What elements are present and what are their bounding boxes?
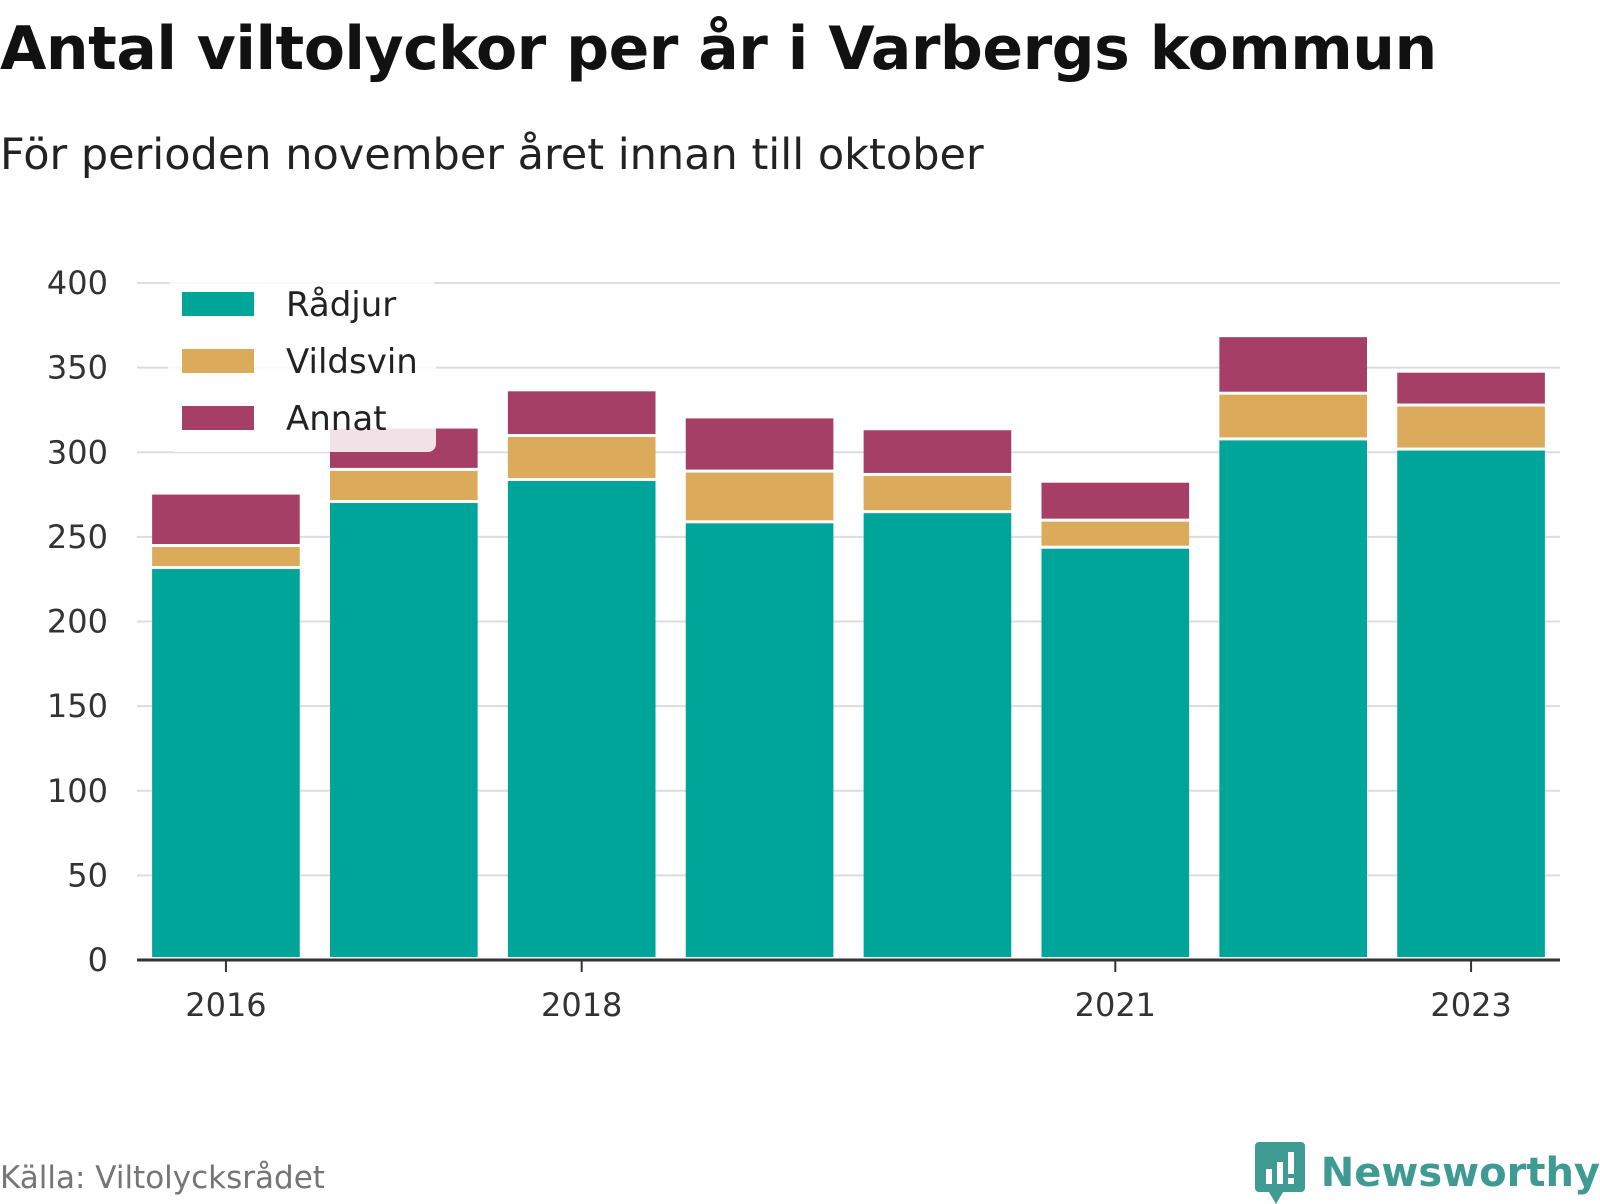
x-tick-label: 2018 (541, 986, 622, 1024)
brand-logo: Newsworthy (1254, 1142, 1600, 1204)
bar-segment (863, 513, 1012, 957)
bar-segment (1397, 450, 1545, 957)
legend: Rådjur Vildsvin Annat (168, 280, 436, 452)
y-tick-label: 150 (47, 687, 108, 725)
y-tick-label: 50 (67, 856, 108, 894)
y-tick-label: 300 (47, 433, 108, 471)
x-tick-label: 2021 (1075, 986, 1156, 1024)
bar-segment (863, 475, 1012, 511)
bar-segment (329, 470, 478, 501)
x-axis: 2016 2018 2021 2023 (137, 958, 1560, 1024)
bar-segment (507, 391, 656, 435)
bar-segment (1397, 372, 1545, 404)
bar-segment (685, 418, 834, 470)
legend-label: Vildsvin (286, 342, 418, 382)
bars (152, 337, 1545, 958)
bar-segment (329, 503, 478, 957)
y-tick-label: 250 (47, 518, 108, 556)
y-tick-label: 0 (88, 941, 108, 979)
bar-segment (507, 437, 656, 479)
bar-segment (1219, 440, 1368, 958)
bar-segment (1219, 337, 1368, 392)
x-tick-label: 2016 (185, 986, 266, 1024)
bar-segment (152, 547, 300, 567)
legend-label: Rådjur (286, 285, 396, 325)
legend-swatch (182, 349, 254, 373)
chart-title: Antal viltolyckor per år i Varbergs komm… (0, 14, 1437, 84)
y-tick-label: 350 (47, 349, 108, 387)
legend-swatch (182, 292, 254, 316)
bar-segment (1041, 521, 1190, 546)
bar-segment (1397, 406, 1545, 448)
bar-segment (152, 569, 300, 957)
legend-swatch (182, 406, 254, 430)
legend-label: Annat (286, 399, 387, 439)
y-tick-label: 200 (47, 603, 108, 641)
y-tick-label: 100 (47, 772, 108, 810)
y-axis-ticks: 0 50 100 150 200 250 300 350 400 (47, 264, 108, 979)
newsworthy-logo-icon (1254, 1142, 1305, 1204)
bar-segment (1219, 394, 1368, 438)
bar-segment (685, 472, 834, 521)
chart-subtitle: För perioden november året innan till ok… (0, 130, 984, 180)
bar-segment (1041, 482, 1190, 519)
bar-segment (685, 523, 834, 957)
y-tick-label: 400 (47, 264, 108, 302)
bar-segment (507, 481, 656, 957)
bar-segment (1041, 548, 1190, 957)
bar-segment (863, 430, 1012, 473)
bar-segment (152, 494, 300, 545)
x-tick-label: 2023 (1430, 986, 1511, 1024)
brand-name: Newsworthy (1320, 1150, 1600, 1196)
source-note: Källa: Viltolycksrådet (0, 1160, 325, 1196)
